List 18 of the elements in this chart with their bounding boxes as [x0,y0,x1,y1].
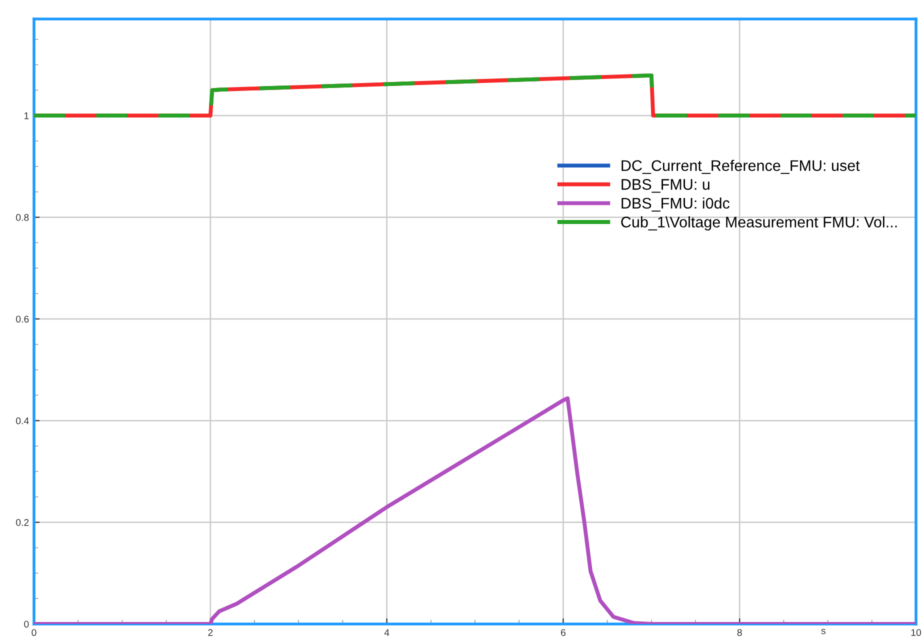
x-tick-label: 2 [208,629,213,636]
x-tick-label: 4 [384,629,390,636]
legend-label: DBS_FMU: u [622,179,710,193]
x-tick-label: 10 [911,629,922,636]
y-tick-label: 0.2 [16,519,29,526]
legend-label: DBS_FMU: i0dc [622,197,730,212]
x-tick-label: 0 [32,629,36,636]
y-tick-label: 0.8 [16,214,29,221]
x-tick-label: 6 [560,629,566,636]
y-tick-label: 0.6 [16,316,29,323]
legend-label: DC_Current_Reference_FMU: uset [622,160,860,174]
x-tick-label: 8 [737,629,742,636]
legend-label: Cub_1\Voltage Measurement FMU: Vol... [621,216,897,231]
y-tick-label: 0 [24,620,29,628]
x-axis-title: s [821,628,826,634]
line-series [34,73,916,118]
y-tick-label: 1 [24,112,29,120]
y-tick-label: 0.4 [16,417,29,424]
